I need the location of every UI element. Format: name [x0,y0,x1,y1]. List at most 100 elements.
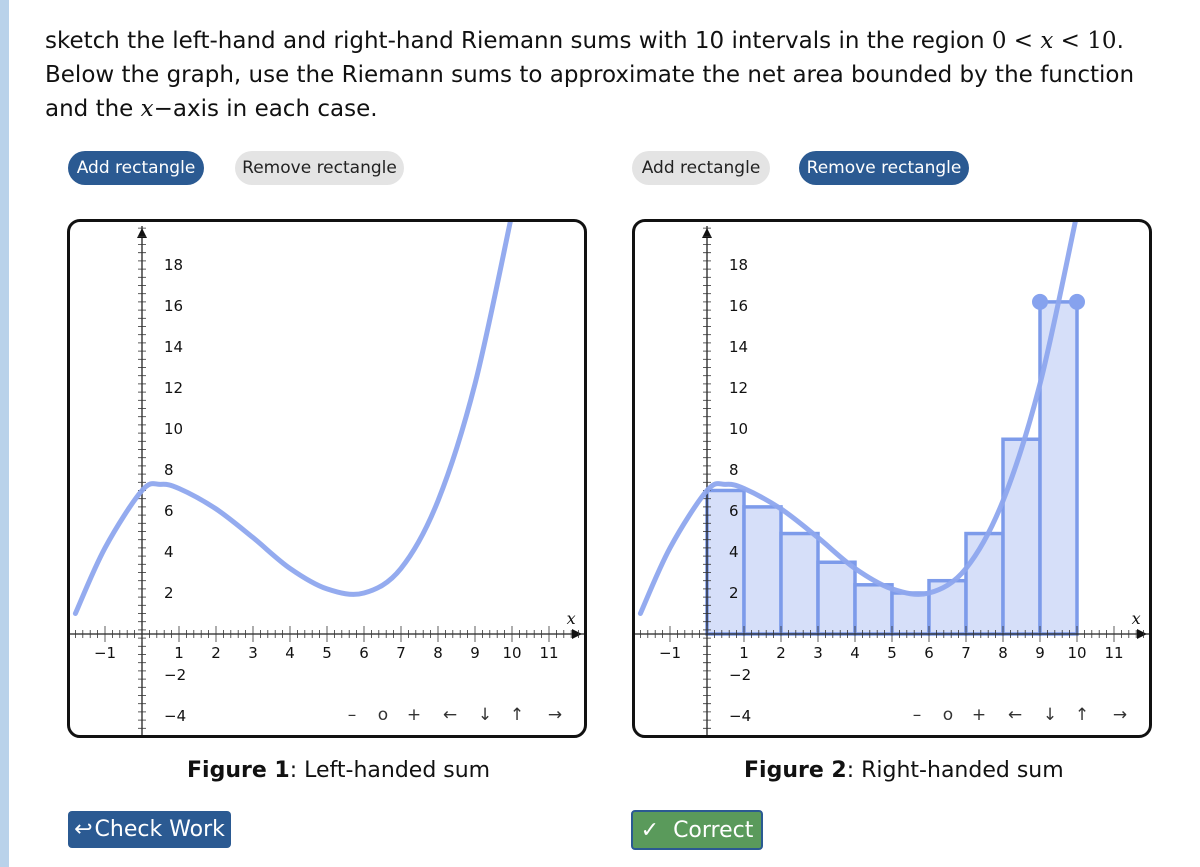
rectangle-handle[interactable] [1032,293,1048,310]
y-tick-label: 10 [164,420,183,438]
correct-status-button[interactable]: ✓ Correct [631,810,763,850]
math-region: 0 < x < 10 [992,28,1117,54]
function-curve [72,222,513,616]
rectangle-handle[interactable] [1069,293,1085,310]
y-tick-label: −2 [729,666,751,684]
add-rectangle-button-1[interactable]: Add rectangle [68,151,204,185]
y-tick-label: 2 [164,584,174,602]
x-tick-label: −1 [94,644,116,662]
problem-text-2: . Below the graph, use the Riemann sums … [45,28,1135,122]
riemann-rectangle [742,505,783,636]
zoom-reset-control[interactable]: o [378,705,388,725]
left-accent-bar [0,0,9,867]
y-tick-label: −4 [729,707,751,725]
riemann-rectangle [853,583,894,636]
add-rectangle-button-2[interactable]: Add rectangle [632,151,770,185]
x-tick-label: 11 [1104,644,1123,662]
x-tick-label: 2 [211,644,221,662]
figure-caption-2-text: : Right-handed sum [846,758,1064,783]
x-tick-label: 6 [359,644,369,662]
zoom-in-control[interactable]: + [972,705,986,725]
math-region-end: 10 [1087,28,1117,54]
remove-rectangle-button-1[interactable]: Remove rectangle [235,151,404,185]
math-lt-1: < [1006,28,1041,54]
pan-down-arrow-icon[interactable]: ↓ [478,705,492,725]
figure-caption-1-bold: Figure 1 [187,758,290,783]
check-work-label: Check Work [94,817,225,842]
graph-board-1[interactable]: −1 1 2 3 4 5 6 7 8 9 10 11 18 16 14 12 10 8 6 4 2 −2 −4 x – o + ← ↓ ↑… [67,219,587,738]
x-tick-label: 8 [433,644,443,662]
x-tick-label: 2 [776,644,786,662]
x-tick-label: 4 [285,644,295,662]
y-tick-label: 6 [164,502,174,520]
riemann-rectangle [1001,437,1042,636]
pan-left-arrow-icon[interactable]: ← [443,705,457,725]
x-tick-label: 9 [1035,644,1045,662]
pan-right-arrow-icon[interactable]: → [1113,705,1127,725]
y-tick-label: 14 [729,338,748,356]
x-tick-label: 1 [739,644,749,662]
x-tick-label: 10 [502,644,521,662]
math-axis-x: x [140,96,154,122]
zoom-out-control[interactable]: – [348,705,357,725]
y-tick-label: 18 [164,256,183,274]
math-variable-x: x [1040,28,1054,54]
y-tick-label: 2 [729,584,739,602]
x-axis-arrow [1137,629,1147,639]
checkmark-icon: ✓ [640,817,660,843]
y-tick-label: 10 [729,420,748,438]
pan-right-arrow-icon[interactable]: → [548,705,562,725]
pan-down-arrow-icon[interactable]: ↓ [1043,705,1057,725]
x-tick-label: 5 [322,644,332,662]
y-tick-label: −2 [164,666,186,684]
graph-board-2[interactable]: −1 1 2 3 4 5 6 7 8 9 10 11 18 16 14 12 10 8 6 4 2 −2 −4 x – o + ← ↓ ↑… [632,219,1152,738]
y-tick-label: 4 [729,543,739,561]
x-tick-label: 11 [539,644,558,662]
x-tick-label: 3 [248,644,258,662]
x-tick-label: 7 [961,644,971,662]
problem-text-1: sketch the left-hand and right-hand Riem… [45,28,992,54]
pan-up-arrow-icon[interactable]: ↑ [510,705,524,725]
function-curve [637,222,1078,616]
pan-left-arrow-icon[interactable]: ← [1008,705,1022,725]
y-axis-arrow [137,228,147,238]
remove-rectangle-button-2[interactable]: Remove rectangle [799,151,969,185]
check-work-button[interactable]: ↩ Check Work [68,811,231,848]
figure-caption-1-text: : Left-handed sum [289,758,491,783]
y-tick-label: −4 [164,707,186,725]
y-tick-label: 8 [729,461,739,479]
riemann-rectangle [890,591,931,636]
x-tick-label: 6 [924,644,934,662]
y-tick-label: 6 [729,502,739,520]
return-arrow-icon: ↩ [74,817,93,842]
x-tick-label: 10 [1067,644,1086,662]
figure-caption-1: Figure 1: Left-handed sum [187,758,490,783]
y-tick-label: 14 [164,338,183,356]
x-tick-label: 3 [813,644,823,662]
y-tick-label: 12 [164,379,183,397]
figure-caption-2-bold: Figure 2 [744,758,847,783]
zoom-out-control[interactable]: – [913,705,922,725]
x-tick-label: −1 [659,644,681,662]
x-axis-name: x [1132,609,1141,628]
x-axis-arrow [572,629,582,639]
pan-up-arrow-icon[interactable]: ↑ [1075,705,1089,725]
y-tick-label: 16 [729,297,748,315]
riemann-rectangle [779,531,820,636]
math-region-start: 0 [991,28,1007,54]
y-tick-label: 4 [164,543,174,561]
problem-statement: sketch the left-hand and right-hand Riem… [45,24,1175,126]
zoom-in-control[interactable]: + [407,705,421,725]
problem-text-3: −axis in each case. [153,96,378,122]
correct-label: Correct [673,817,754,843]
x-tick-label: 1 [174,644,184,662]
x-axis-name: x [567,609,576,628]
y-tick-label: 8 [164,461,174,479]
figure-caption-2: Figure 2: Right-handed sum [744,758,1064,783]
zoom-reset-control[interactable]: o [943,705,953,725]
x-tick-label: 7 [396,644,406,662]
x-tick-label: 4 [850,644,860,662]
axis-ticks [75,227,580,729]
